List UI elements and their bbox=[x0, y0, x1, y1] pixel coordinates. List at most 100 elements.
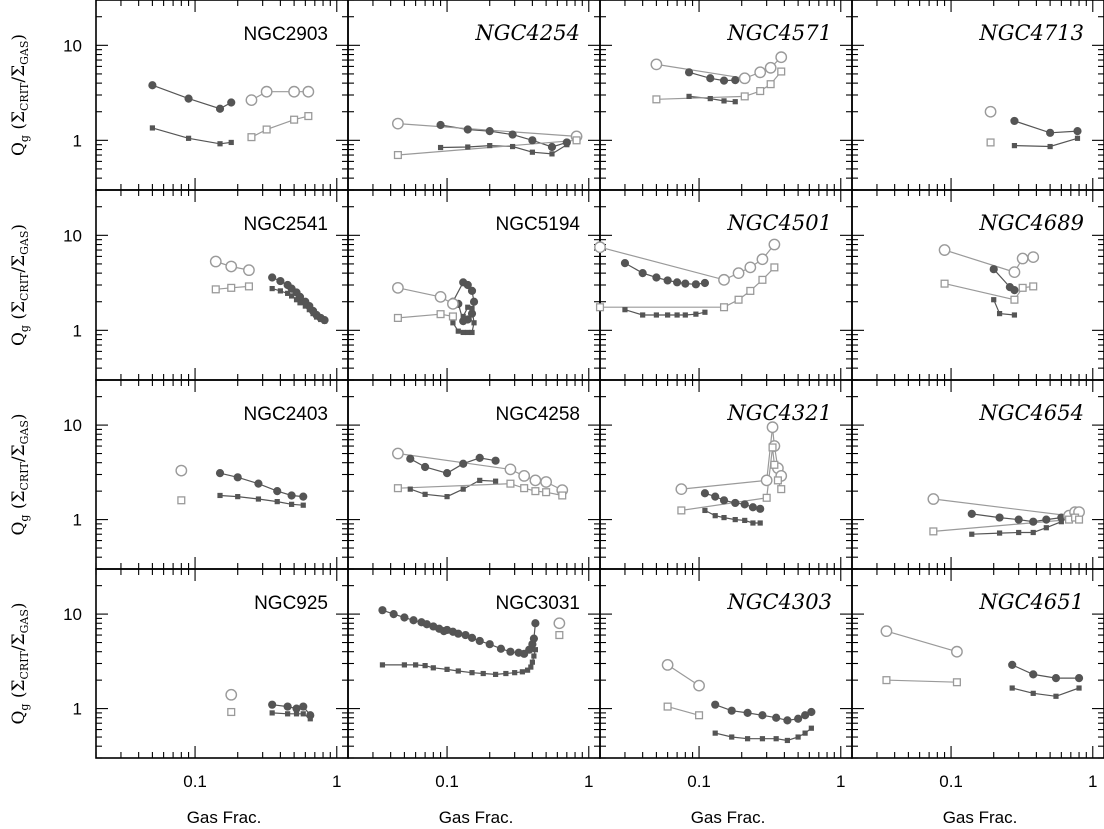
x-axis-title: Gas Frac. bbox=[943, 808, 1018, 827]
ticks bbox=[599, 379, 852, 570]
light-circle-point bbox=[744, 261, 757, 274]
dark-square-point bbox=[289, 501, 295, 507]
panel-title: NGC4303 bbox=[726, 590, 832, 614]
panel-ngc925: NGC925 1 10 Qg (ΣCRIT/ΣGAS) 0.1 1 Gas Frac. bbox=[9, 568, 349, 827]
light-square-point bbox=[940, 279, 949, 288]
x-tick-label: 1 bbox=[1088, 772, 1097, 791]
y-tick-label: 1 bbox=[73, 321, 82, 340]
x-axis-title: Gas Frac. bbox=[187, 808, 262, 827]
dark-circle-point bbox=[436, 120, 445, 130]
dark-circle-point bbox=[215, 469, 225, 478]
dark-circle-point bbox=[758, 711, 767, 720]
y-label-close: ) bbox=[9, 224, 29, 231]
panel-title: NGC4689 bbox=[978, 211, 1084, 235]
y-label-close: ) bbox=[9, 602, 29, 609]
dark-circle-point bbox=[421, 462, 430, 472]
dark-circle-point bbox=[1074, 674, 1084, 683]
panel-ngc4258: NGC4258 bbox=[347, 379, 601, 570]
dark-circle-point bbox=[719, 496, 729, 505]
y-label-main-sub: g bbox=[18, 704, 31, 711]
dark-square-point bbox=[379, 662, 386, 668]
light-square-point bbox=[652, 95, 661, 104]
dark-square-point bbox=[269, 710, 275, 716]
dark-square-point bbox=[185, 135, 192, 141]
dark-square-point bbox=[469, 305, 475, 312]
dark-circle-point bbox=[1010, 116, 1019, 126]
light-square-point bbox=[555, 631, 564, 640]
dark-square-point bbox=[469, 670, 475, 676]
light-square-series-line bbox=[944, 283, 1034, 301]
x-tick-label: 1 bbox=[332, 772, 341, 791]
dark-square-point bbox=[996, 530, 1003, 536]
y-label-slash: /Σ bbox=[9, 633, 29, 651]
dark-square-point bbox=[487, 143, 493, 149]
dark-square-point bbox=[300, 502, 306, 508]
dark-square-point bbox=[465, 144, 471, 150]
panel-title: NGC4258 bbox=[496, 404, 581, 425]
dark-circle-point bbox=[273, 487, 282, 496]
light-circle-point bbox=[518, 469, 531, 482]
dark-square-series-line bbox=[1014, 137, 1078, 148]
y-label-main: Q bbox=[9, 332, 29, 346]
dark-square-point bbox=[759, 736, 766, 742]
dark-square-point bbox=[519, 669, 525, 675]
dark-square-point bbox=[549, 151, 555, 157]
dark-square-point bbox=[477, 477, 483, 483]
dark-square-point bbox=[653, 312, 659, 318]
light-square-point bbox=[436, 310, 445, 319]
panel-title: NGC2903 bbox=[244, 24, 329, 45]
dark-circle-point bbox=[1029, 670, 1038, 679]
light-circle-point bbox=[1008, 266, 1021, 279]
light-square-point bbox=[244, 282, 253, 291]
light-square-point bbox=[768, 443, 777, 452]
light-square-point bbox=[719, 303, 729, 312]
dark-square-point bbox=[757, 520, 763, 526]
light-circle-point bbox=[754, 66, 767, 79]
light-square-point bbox=[531, 487, 540, 496]
dark-circle-point bbox=[1008, 660, 1017, 669]
dark-circle-point bbox=[459, 459, 468, 468]
dark-square-point bbox=[802, 730, 808, 736]
dark-square-point bbox=[969, 531, 975, 537]
dark-circle-point bbox=[706, 74, 715, 83]
dark-square-point bbox=[455, 668, 461, 674]
light-square-point bbox=[677, 506, 686, 515]
y-label-main-sub: g bbox=[18, 135, 31, 142]
y-label-slash: /Σ bbox=[9, 255, 29, 273]
dark-square-point bbox=[529, 659, 535, 665]
panel-title: NGC4321 bbox=[726, 401, 832, 425]
dark-square-point bbox=[702, 309, 708, 315]
dark-square-point bbox=[444, 494, 450, 500]
y-label-close: ) bbox=[9, 413, 29, 420]
y-label-main-sub: g bbox=[18, 515, 31, 522]
dark-circle-point bbox=[743, 708, 752, 718]
dark-circle-point bbox=[1010, 286, 1019, 295]
light-square-point bbox=[262, 125, 271, 134]
light-square-series-line bbox=[251, 115, 309, 138]
x-tick-label: 1 bbox=[584, 772, 593, 791]
dark-square-point bbox=[413, 662, 419, 668]
dark-circle-point bbox=[528, 136, 537, 145]
panel-title: NGC4713 bbox=[978, 21, 1084, 45]
light-square-point bbox=[952, 678, 961, 687]
dark-square-point bbox=[712, 730, 718, 736]
light-circle-point bbox=[225, 260, 238, 273]
dark-circle-point bbox=[469, 297, 479, 306]
dark-square-point bbox=[302, 303, 308, 309]
light-circle-point bbox=[504, 463, 517, 476]
light-square-point bbox=[770, 263, 779, 272]
dark-square-point bbox=[674, 312, 680, 318]
dark-square-point bbox=[465, 329, 471, 336]
dark-square-point bbox=[285, 290, 291, 296]
y-label-sub2: GAS bbox=[18, 420, 31, 444]
dark-circle-point bbox=[673, 278, 682, 287]
light-circle-series-line bbox=[251, 91, 309, 101]
light-circle-series-line bbox=[886, 630, 958, 653]
panel-title: NGC4571 bbox=[726, 21, 832, 45]
dark-circle-point bbox=[506, 647, 515, 656]
light-square-point bbox=[290, 115, 299, 124]
light-circle-point bbox=[540, 476, 553, 488]
panel-ngc4651: NGC4651 0.1 1 Gas Frac. bbox=[851, 568, 1104, 827]
dark-circle-point bbox=[227, 98, 236, 107]
ticks bbox=[95, 189, 348, 381]
